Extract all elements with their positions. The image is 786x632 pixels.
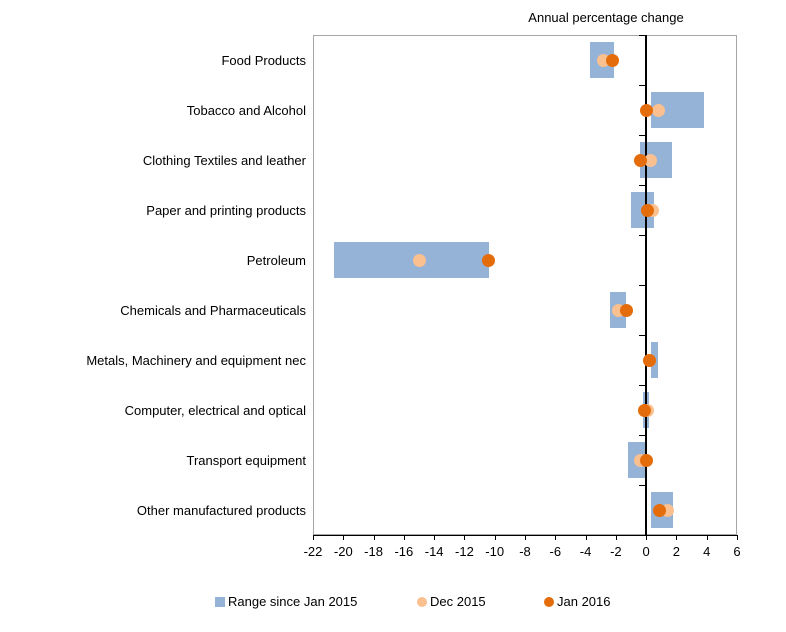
x-axis-tick [494, 535, 496, 540]
category-label: Metals, Machinery and equipment nec [86, 352, 306, 368]
legend-label-jan-2016: Jan 2016 [557, 594, 611, 609]
legend-label-range: Range since Jan 2015 [228, 594, 358, 609]
zero-axis-tick [639, 335, 647, 336]
x-axis-tick [373, 535, 375, 540]
x-axis-tick-label: -22 [303, 544, 323, 559]
category-label: Clothing Textiles and leather [142, 152, 306, 168]
x-axis-tick-label: -12 [455, 544, 474, 559]
jan-2016-dot [641, 203, 655, 217]
jan-2016-dot [639, 103, 653, 117]
x-axis-tick-label: 0 [642, 544, 650, 559]
category-label: Computer, electrical and optical [124, 402, 306, 418]
jan-2016-dot-legend-swatch [544, 596, 554, 607]
dec-2015-dot-legend-swatch [417, 596, 427, 607]
category-label: Other manufactured products [136, 502, 306, 518]
x-axis-tick [403, 535, 405, 540]
x-axis-tick-label: 4 [703, 544, 711, 559]
x-axis-tick [737, 535, 738, 540]
jan-2016-dot [638, 403, 652, 417]
zero-axis-tick [639, 385, 647, 386]
x-axis-tick-label: -10 [485, 544, 505, 559]
x-axis-tick [434, 535, 436, 540]
jan-2016-dot [653, 503, 667, 517]
x-axis-tick-label: -4 [579, 544, 592, 559]
jan-2016-dot [606, 53, 620, 67]
category-label: Tobacco and Alcohol [186, 102, 306, 118]
x-axis-tick [646, 535, 648, 540]
x-axis-tick [525, 535, 526, 540]
zero-axis-line [645, 35, 648, 535]
chart-title: Annual percentage change [528, 10, 684, 25]
category-label: Chemicals and Pharmaceuticals [120, 302, 306, 318]
category-label: Petroleum [246, 252, 306, 268]
range-bar-legend-swatch [215, 596, 225, 607]
zero-axis-tick [639, 35, 647, 36]
zero-axis-tick [639, 485, 647, 486]
jan-2016-dot [639, 453, 653, 467]
category-label: Food Products [221, 52, 306, 68]
legend-item-dec-2015: Dec 2015 [417, 594, 486, 609]
x-axis-tick-label: -8 [519, 544, 531, 559]
zero-axis-tick [639, 85, 647, 86]
category-label: Paper and printing products [146, 202, 306, 218]
x-axis-tick [585, 535, 587, 540]
zero-axis-tick [639, 185, 647, 186]
zero-axis-tick [639, 435, 647, 436]
category-label: Transport equipment [186, 452, 306, 468]
dec-2015-dot [644, 153, 658, 167]
x-axis-tick [676, 535, 678, 540]
jan-2016-dot [482, 253, 496, 267]
x-axis-tick-label: 6 [733, 544, 741, 559]
range-bar [334, 242, 489, 278]
x-axis-tick-label: -16 [394, 544, 414, 559]
zero-axis-tick [639, 135, 647, 136]
x-axis-tick [343, 535, 345, 540]
x-axis-tick-label: -20 [333, 544, 353, 559]
x-axis-tick-label: -6 [549, 544, 562, 559]
dec-2015-dot [412, 253, 426, 267]
legend-item-range: Range since Jan 2015 [215, 594, 357, 609]
jan-2016-dot [642, 353, 656, 367]
x-axis-tick [313, 535, 314, 540]
jan-2016-dot [619, 303, 633, 317]
x-axis-tick-label: -18 [364, 544, 383, 559]
legend-label-dec-2015: Dec 2015 [430, 594, 486, 609]
zero-axis-tick [639, 235, 647, 236]
dec-2015-dot [651, 103, 665, 117]
x-axis-tick-label: -14 [424, 544, 444, 559]
x-axis-tick [615, 535, 617, 540]
x-axis-tick-label: 2 [672, 544, 681, 559]
jan-2016-dot [633, 153, 647, 167]
x-axis-tick [706, 535, 708, 540]
legend-item-jan-2016: Jan 2016 [544, 594, 611, 609]
x-axis-tick-label: -2 [610, 544, 622, 559]
x-axis-tick [464, 535, 466, 540]
zero-axis-tick [639, 285, 647, 286]
x-axis-tick [555, 535, 557, 540]
